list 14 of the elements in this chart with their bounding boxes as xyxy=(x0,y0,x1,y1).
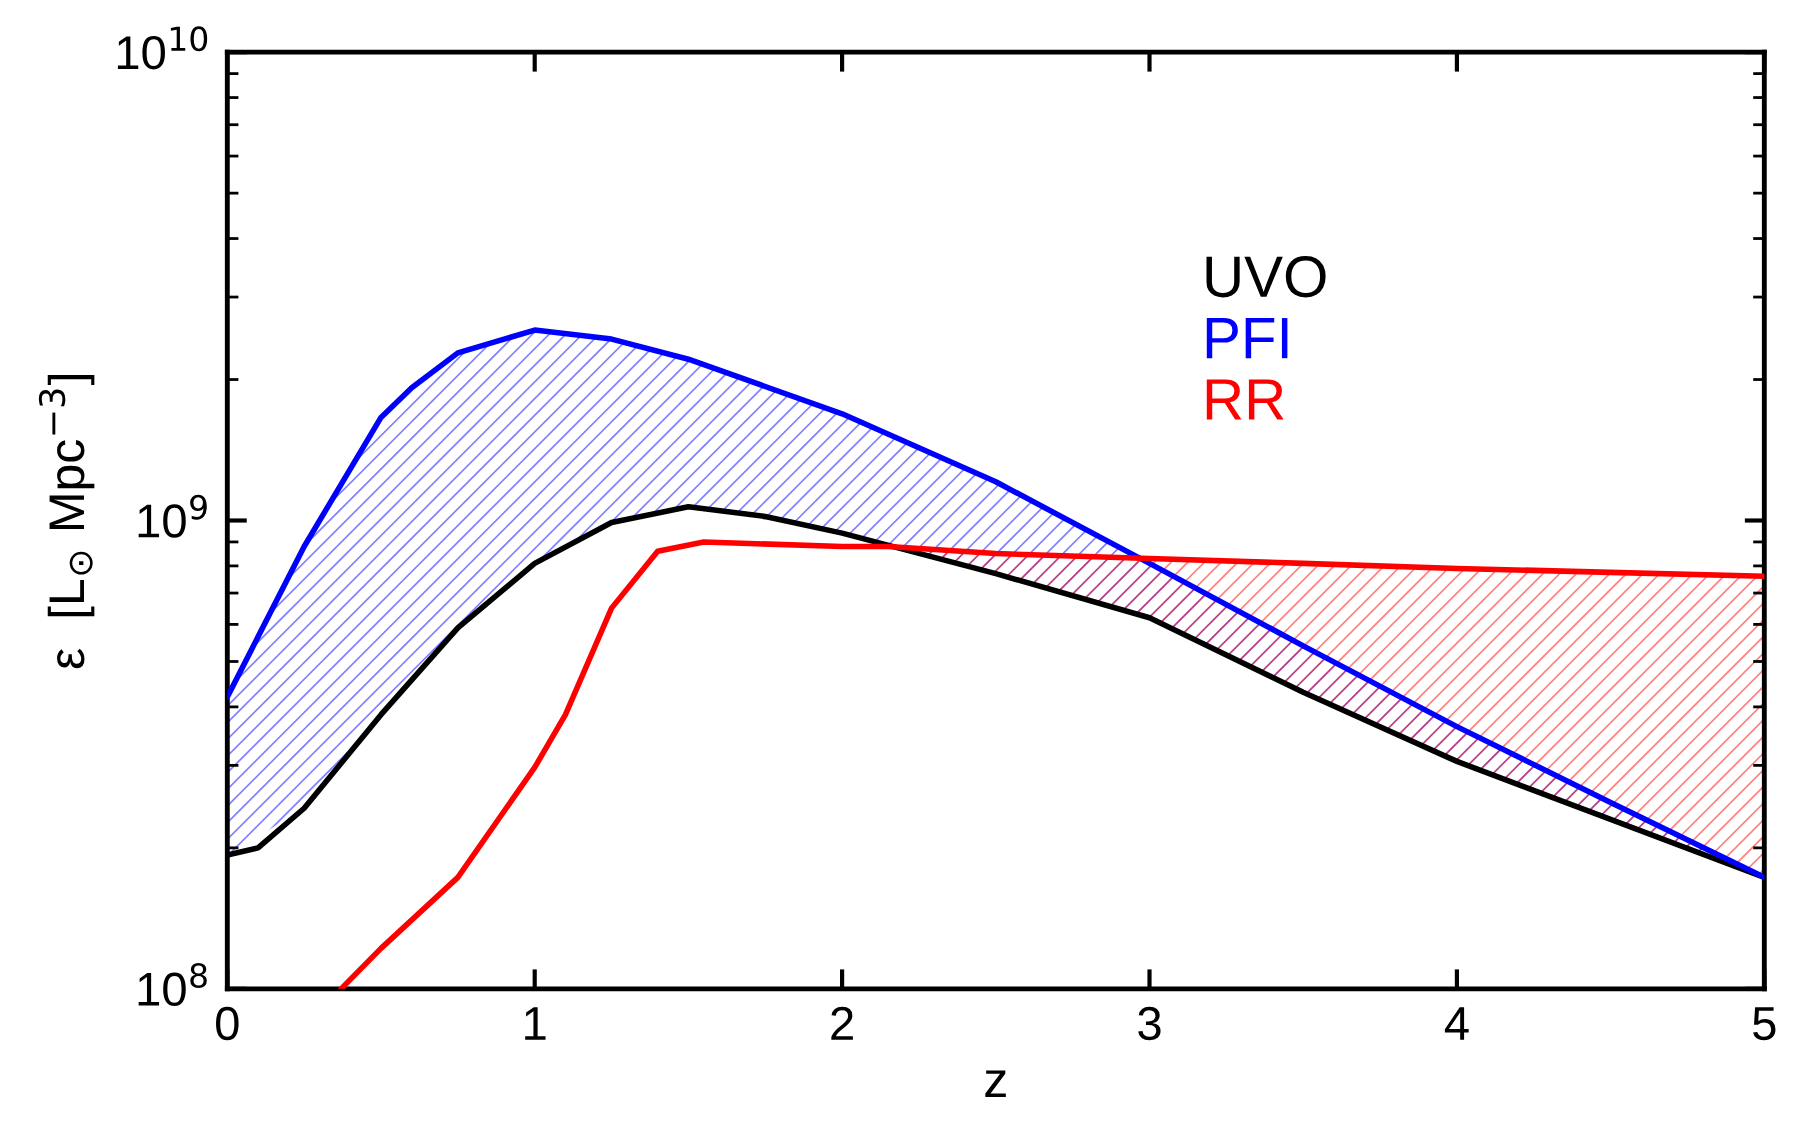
x-tick-label: 1 xyxy=(525,1007,546,1040)
x-tick-label: 0 xyxy=(216,1006,239,1041)
y-tick-label: 10$^{8}$ xyxy=(138,962,207,1007)
text: UVO xyxy=(1206,256,1326,298)
y-tick-label: 10$^{9}$ xyxy=(138,494,207,538)
y-tick-label: 10$^{10}$ xyxy=(117,26,208,70)
x-tick-label: 5 xyxy=(1753,1007,1776,1041)
x-tick-label: 3 xyxy=(1138,1006,1161,1041)
text: PFI xyxy=(1206,318,1288,359)
x-tick-label: 2 xyxy=(831,1006,853,1040)
x-tick-label: 4 xyxy=(1444,1007,1469,1040)
y-axis-title: ε [L$_{⊙}$ Mpc$^{−3}$] xyxy=(38,374,95,669)
text: RR xyxy=(1206,379,1284,420)
x-axis-title: z xyxy=(985,1070,1006,1097)
